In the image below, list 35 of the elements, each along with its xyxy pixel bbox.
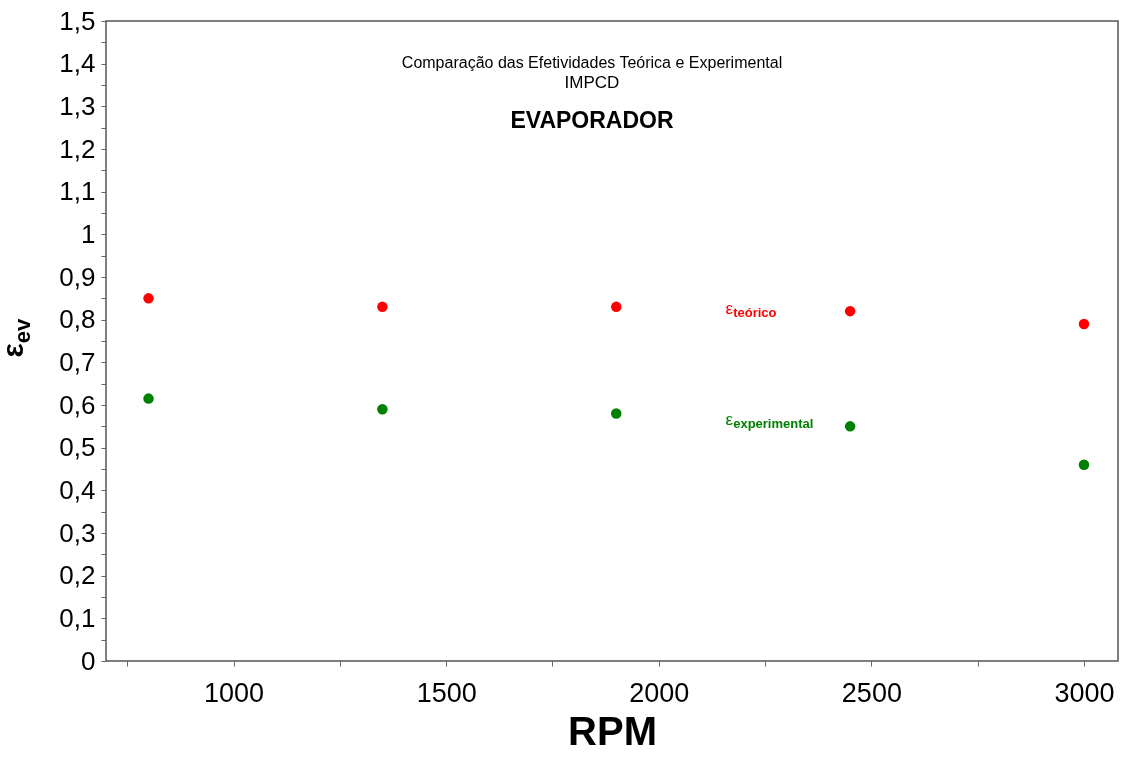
point xyxy=(844,305,856,317)
y-tick-label: 0,4 xyxy=(59,474,96,505)
annotation: EVAPORADOR xyxy=(510,107,674,133)
y-tick-label: 1,1 xyxy=(59,176,96,207)
x-tick-label: 3000 xyxy=(1054,677,1115,708)
point xyxy=(844,421,856,432)
point xyxy=(143,393,154,404)
x-tick-label: 1500 xyxy=(416,677,477,708)
y-tick-label: 1,4 xyxy=(59,48,96,79)
y-tick-label: 0,6 xyxy=(59,389,96,420)
point xyxy=(1078,459,1090,470)
point xyxy=(143,293,154,304)
y-tick-label: 0 xyxy=(81,645,96,676)
point xyxy=(1078,318,1090,330)
point xyxy=(377,301,388,313)
y-tick-label: 0,5 xyxy=(59,432,96,463)
point xyxy=(377,404,388,415)
text: IMPCD xyxy=(564,73,620,92)
y-tick-label: 0,8 xyxy=(59,304,96,335)
x-tick-label: 2000 xyxy=(629,677,690,708)
y-tick-label: 1 xyxy=(81,218,96,249)
y-tick-label: 0,3 xyxy=(59,517,96,548)
x-tick-label: 1000 xyxy=(204,677,265,708)
y-tick-label: 0,2 xyxy=(59,560,96,591)
point xyxy=(611,408,622,419)
y-tick-label: 0,9 xyxy=(59,261,96,292)
y-tick-label: 1,3 xyxy=(59,90,96,121)
point xyxy=(611,301,622,313)
y-tick-label: 1,2 xyxy=(59,133,96,164)
x-tick-label: 2500 xyxy=(841,677,902,708)
x-axis-title: RPM xyxy=(568,708,657,753)
y-tick-label: 0,1 xyxy=(59,602,96,633)
y-tick-label: 0,7 xyxy=(59,346,96,377)
text: Comparação das Efetividades Teórica e Experimental xyxy=(401,54,783,71)
y-tick-label: 1,5 xyxy=(59,5,96,36)
